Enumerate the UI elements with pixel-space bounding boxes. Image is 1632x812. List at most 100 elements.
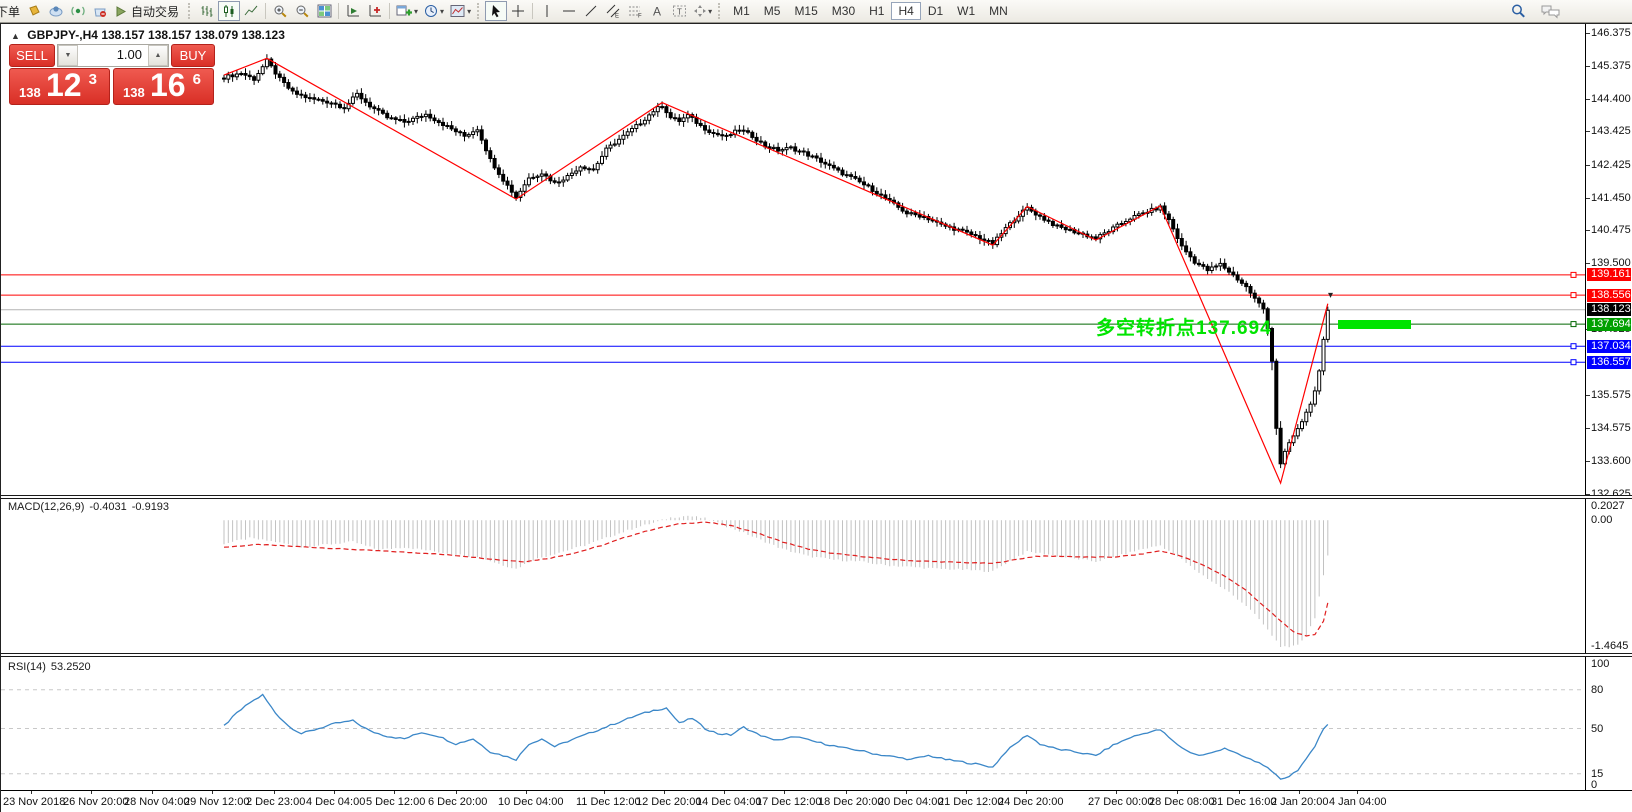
chart-window: ▲ GBPJPY-,H4 138.157 138.157 138.079 138… <box>0 23 1632 812</box>
arrows-tool-button[interactable]: ▾ <box>690 1 715 21</box>
time-axis-tick <box>334 791 335 794</box>
new-order-button[interactable]: 下单 <box>0 4 21 19</box>
time-axis-tick <box>1177 791 1178 794</box>
collapse-one-click-icon[interactable]: ▲ <box>11 31 20 41</box>
vertical-line-tool-button[interactable] <box>536 1 558 21</box>
text-tool-button[interactable]: A <box>646 1 668 21</box>
buy-price-button[interactable]: 138 16 6 <box>113 67 214 105</box>
buy-button[interactable]: BUY <box>171 44 215 67</box>
price-marker-icon: ▾ <box>1328 290 1334 301</box>
line-chart-mode-button[interactable] <box>240 1 262 21</box>
bar-chart-mode-button[interactable] <box>196 1 218 21</box>
axis-tick-label: 143.425 <box>1586 125 1631 138</box>
axis-tick-label: 50 <box>1591 722 1604 735</box>
time-axis-tick <box>1026 791 1027 794</box>
svg-text:F: F <box>638 14 642 19</box>
autotrading-label: 自动交易 <box>131 4 180 19</box>
timeframe-button-m30[interactable]: M30 <box>831 4 856 18</box>
svg-text:A: A <box>653 5 661 19</box>
time-axis-label: 24 Dec 20:00 <box>998 796 1064 808</box>
time-axis-tick <box>394 791 395 794</box>
sell-price-handle: 138 <box>19 85 41 100</box>
rsi-label: RSI(14) 53.2520 <box>8 661 91 673</box>
time-axis-tick <box>274 791 275 794</box>
timeframe-button-w1[interactable]: W1 <box>957 4 976 18</box>
pivot-annotation-text: 多空转折点137.694 <box>1096 318 1272 340</box>
candlestick-mode-button[interactable] <box>218 1 241 21</box>
time-axis-label: 2 Jan 20:00 <box>1271 796 1329 808</box>
timeframe-button-m5[interactable]: M5 <box>763 4 781 18</box>
trendline-tool-button[interactable] <box>580 1 602 21</box>
time-axis-label: 10 Dec 04:00 <box>498 796 564 808</box>
timeframe-group: M1 M5 M15 M30 H1 H4 D1 W1 MN <box>726 2 1015 20</box>
ohlc-close: 138.123 <box>241 28 285 42</box>
macd-canvas[interactable] <box>1 499 1587 653</box>
pivot-highlight-bar[interactable] <box>1338 320 1411 330</box>
volume-increase-button[interactable]: ▲ <box>148 45 168 66</box>
autotrading-button[interactable]: 自动交易 <box>111 1 185 21</box>
axis-tick-label: 142.425 <box>1586 159 1631 172</box>
timeframe-button-h1[interactable]: H1 <box>869 4 885 18</box>
timeframe-button-m15[interactable]: M15 <box>794 4 818 18</box>
dropdown-icon: ▾ <box>440 6 445 16</box>
crosshair-tool-button[interactable] <box>507 1 529 21</box>
timeframe-button-mn[interactable]: MN <box>989 4 1008 18</box>
rsi-value: 53.2520 <box>50 661 91 673</box>
time-axis-tick <box>604 791 605 794</box>
zoom-in-button[interactable] <box>269 1 291 21</box>
sell-price-button[interactable]: 138 12 3 <box>9 67 110 105</box>
tile-windows-button[interactable] <box>313 1 335 21</box>
horizontal-line-tool-button[interactable] <box>558 1 580 21</box>
time-axis-label: 17 Dec 12:00 <box>756 796 822 808</box>
time-axis-tick <box>846 791 847 794</box>
new-chart-button[interactable]: ▾ <box>393 1 421 21</box>
axis-tick-label: -1.4645 <box>1591 640 1629 652</box>
volume-decrease-button[interactable]: ▼ <box>58 45 78 66</box>
toolbar-separator <box>532 3 534 19</box>
rsi-panel[interactable]: RSI(14) 53.2520 100 80 50 15 0 <box>1 657 1632 792</box>
fibonacci-tool-button[interactable]: F <box>624 1 646 21</box>
buy-price-big: 16 <box>150 67 186 103</box>
timeframe-button-d1[interactable]: D1 <box>927 4 944 18</box>
channel-tool-button[interactable]: E <box>602 1 624 21</box>
text-label-tool-button[interactable]: T <box>668 1 690 21</box>
level-price-tag: 138.556 <box>1587 288 1631 302</box>
community-icon[interactable] <box>45 1 67 21</box>
toolbar-drag-handle[interactable] <box>188 3 193 19</box>
ingot-icon[interactable] <box>23 1 45 21</box>
rsi-canvas[interactable] <box>1 657 1587 792</box>
volume-input[interactable]: 1.00 <box>116 47 142 62</box>
panel-splitter[interactable] <box>1 495 1632 499</box>
axis-tick-label: 146.375 <box>1586 27 1631 40</box>
level-price-tag: 137.034 <box>1587 339 1631 353</box>
chart-shift-button[interactable] <box>364 1 386 21</box>
search-icon[interactable] <box>1507 1 1530 21</box>
price-chart-canvas[interactable] <box>1 24 1587 495</box>
macd-panel[interactable]: MACD(12,26,9) -0.4031 -0.9193 0.2027 0.00 -1… <box>1 499 1632 653</box>
time-axis-label: 28 Dec 08:00 <box>1149 796 1215 808</box>
timeframe-button-m1[interactable]: M1 <box>733 4 750 18</box>
time-axis-tick <box>664 791 665 794</box>
timeframe-button-h4[interactable]: H4 <box>891 2 921 20</box>
chat-icon[interactable] <box>1538 1 1566 21</box>
periods-button[interactable]: ▾ <box>421 1 447 21</box>
toolbar-drag-handle[interactable] <box>477 3 482 19</box>
time-axis-label: 21 Dec 12:00 <box>938 796 1004 808</box>
time-axis-tick <box>724 791 725 794</box>
signals-icon[interactable] <box>67 1 89 21</box>
zoom-out-button[interactable] <box>291 1 313 21</box>
time-axis-tick <box>784 791 785 794</box>
toolbar-drag-handle[interactable] <box>718 3 723 19</box>
sell-button[interactable]: SELL <box>9 44 55 67</box>
toolbar-separator <box>338 3 340 19</box>
templates-button[interactable]: ▾ <box>447 1 474 21</box>
market-icon[interactable] <box>89 1 111 21</box>
axis-tick-label: 134.575 <box>1586 422 1631 435</box>
chart-autoscroll-button[interactable] <box>342 1 364 21</box>
main-chart-panel[interactable]: ▲ GBPJPY-,H4 138.157 138.157 138.079 138… <box>1 23 1632 495</box>
cursor-tool-button[interactable] <box>485 1 508 21</box>
time-axis-tick <box>906 791 907 794</box>
time-axis-tick <box>456 791 457 794</box>
axis-tick-label: 139.500 <box>1586 257 1631 270</box>
panel-splitter[interactable] <box>1 653 1632 657</box>
